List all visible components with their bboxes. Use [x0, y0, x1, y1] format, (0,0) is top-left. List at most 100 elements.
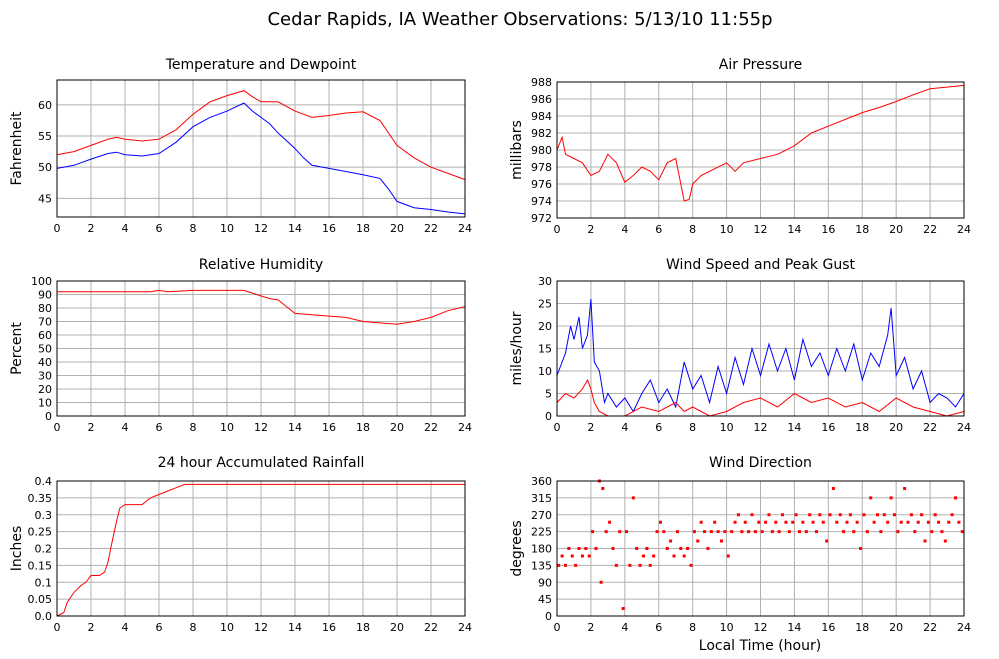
data-point — [703, 530, 707, 534]
y-tick-label: 50 — [38, 343, 52, 356]
data-point — [903, 487, 907, 490]
series-line-0 — [556, 84, 965, 202]
x-tick-label: 20 — [889, 421, 903, 434]
data-point — [669, 539, 673, 543]
data-point — [781, 513, 785, 517]
x-tick-label: 18 — [356, 621, 370, 634]
y-tick-label: 976 — [531, 178, 552, 191]
data-point — [743, 520, 747, 524]
x-tick-label: 24 — [957, 223, 971, 236]
y-tick-label: 5 — [545, 388, 552, 401]
data-point — [801, 520, 805, 524]
x-tick-label: 0 — [54, 621, 61, 634]
y-tick-label: 0.0 — [35, 610, 53, 623]
y-tick-label: 70 — [38, 316, 52, 329]
chart-title: Temperature and Dewpoint — [165, 57, 357, 73]
x-tick-label: 10 — [720, 421, 734, 434]
data-point — [774, 520, 778, 524]
data-point — [923, 539, 927, 543]
x-tick-label: 4 — [621, 223, 628, 236]
data-point — [760, 530, 764, 534]
y-axis-label: Fahrenheit — [9, 111, 25, 186]
x-tick-label: 16 — [322, 222, 336, 235]
y-tick-label: 90 — [38, 289, 52, 302]
chart-title: Air Pressure — [719, 57, 802, 73]
data-point — [570, 554, 574, 558]
x-tick-label: 8 — [689, 223, 696, 236]
data-point — [913, 530, 917, 534]
data-point — [791, 520, 795, 524]
x-tick-label: 10 — [220, 421, 234, 434]
data-point — [960, 530, 964, 534]
data-point — [611, 547, 615, 550]
data-point — [770, 530, 774, 534]
x-tick-label: 16 — [821, 421, 835, 434]
y-tick-label: 978 — [531, 161, 552, 174]
y-tick-label: 0.2 — [35, 543, 53, 556]
data-point — [733, 520, 737, 524]
x-tick-label: 2 — [88, 222, 95, 235]
x-tick-label: 20 — [390, 421, 404, 434]
data-point — [662, 530, 666, 534]
data-point — [872, 520, 876, 524]
data-point — [665, 547, 669, 550]
x-tick-label: 6 — [655, 621, 662, 634]
y-axis-label: miles/hour — [509, 311, 525, 385]
data-point — [753, 530, 757, 534]
x-tick-label: 14 — [288, 621, 302, 634]
data-point — [852, 530, 856, 534]
data-point — [580, 554, 584, 558]
data-point — [699, 520, 703, 524]
data-point — [672, 554, 676, 558]
y-tick-label: 980 — [531, 144, 552, 157]
data-point — [909, 513, 913, 517]
data-point — [740, 530, 744, 534]
y-tick-label: 60 — [38, 99, 52, 112]
data-point — [641, 554, 645, 558]
y-axis-label: Percent — [9, 322, 25, 375]
data-point — [828, 513, 832, 517]
data-point — [655, 530, 659, 534]
data-point — [818, 513, 822, 517]
x-tick-label: 6 — [156, 222, 163, 235]
x-tick-label: 14 — [787, 421, 801, 434]
x-tick-label: 2 — [587, 223, 594, 236]
x-tick-label: 14 — [288, 421, 302, 434]
data-point — [567, 547, 571, 550]
data-point — [808, 513, 812, 517]
data-point — [916, 520, 920, 524]
data-point — [679, 547, 683, 550]
chart-title: Relative Humidity — [199, 257, 323, 273]
data-point — [784, 520, 788, 524]
data-point — [689, 563, 693, 567]
y-tick-label: 30 — [538, 275, 552, 288]
data-point — [716, 530, 720, 534]
y-tick-label: 0.15 — [28, 559, 53, 572]
data-point — [574, 563, 578, 567]
data-point — [560, 554, 564, 558]
data-point — [876, 513, 880, 517]
data-point — [645, 547, 649, 550]
x-tick-label: 2 — [587, 621, 594, 634]
data-point — [933, 513, 937, 517]
y-tick-label: 0.1 — [35, 576, 53, 589]
data-point — [882, 513, 886, 517]
y-tick-label: 0.3 — [35, 509, 53, 522]
data-point — [682, 554, 686, 558]
data-point — [859, 547, 863, 550]
data-point — [943, 539, 947, 543]
x-tick-label: 14 — [787, 223, 801, 236]
x-tick-label: 12 — [254, 421, 268, 434]
data-point — [838, 513, 842, 517]
x-tick-label: 22 — [424, 621, 438, 634]
data-point — [577, 547, 581, 550]
x-tick-label: 20 — [889, 223, 903, 236]
y-tick-label: 982 — [531, 127, 552, 140]
chart-title: 24 hour Accumulated Rainfall — [158, 455, 365, 471]
chart-rh: 0 2 4 6 8 10 12 14 16 18 20 22 240102030405060708090… — [9, 257, 472, 434]
y-tick-label: 40 — [38, 356, 52, 369]
y-tick-label: 60 — [38, 329, 52, 342]
data-point — [648, 563, 652, 567]
x-tick-label: 0 — [54, 222, 61, 235]
y-tick-label: 972 — [531, 212, 552, 225]
